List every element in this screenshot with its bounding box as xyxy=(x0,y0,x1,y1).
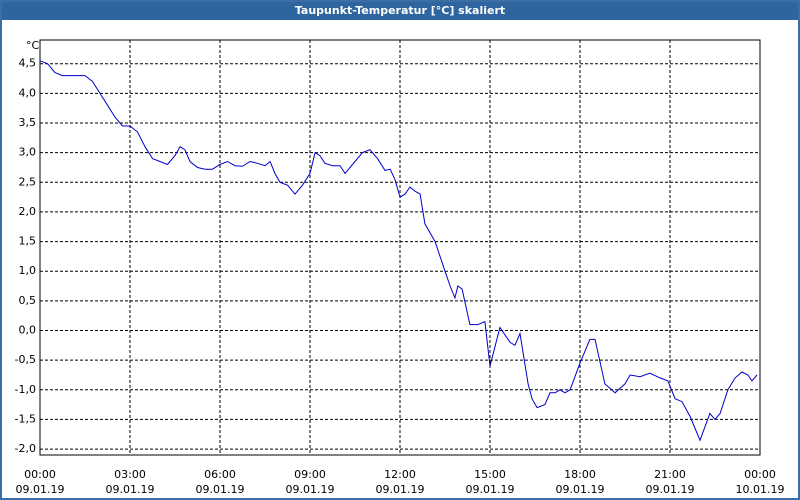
data-line xyxy=(39,60,758,442)
y-tick-label: 4,5 xyxy=(19,57,37,70)
y-tick-label: 0,5 xyxy=(19,294,37,307)
x-tick-label: 03:00 xyxy=(114,468,146,481)
y-tick-label: 2,5 xyxy=(19,175,37,188)
x-tick-date: 09.01.19 xyxy=(286,483,335,496)
x-tick-date: 09.01.19 xyxy=(556,483,605,496)
x-tick-date: 09.01.19 xyxy=(106,483,155,496)
x-tick-date: 09.01.19 xyxy=(196,483,245,496)
chart-title: Taupunkt-Temperatur [°C] skaliert xyxy=(2,2,798,20)
x-tick-label: 00:00 xyxy=(744,468,776,481)
y-tick-label: -1,0 xyxy=(15,383,36,396)
x-tick-label: 21:00 xyxy=(654,468,686,481)
y-tick-label: 4,0 xyxy=(19,86,37,99)
y-tick-label: 3,0 xyxy=(19,146,37,159)
x-tick-date: 10.01.19 xyxy=(736,483,785,496)
y-tick-label: 2,0 xyxy=(19,205,37,218)
y-tick-label: 1,0 xyxy=(19,264,37,277)
x-tick-label: 00:00 xyxy=(24,468,56,481)
y-tick-label: -1,5 xyxy=(15,412,36,425)
y-axis-unit: °C xyxy=(26,39,40,52)
plot-frame xyxy=(39,39,761,456)
x-tick-label: 18:00 xyxy=(564,468,596,481)
x-tick-date: 09.01.19 xyxy=(646,483,695,496)
y-tick-label: -0,5 xyxy=(15,353,36,366)
x-tick-label: 06:00 xyxy=(204,468,236,481)
x-tick-date: 09.01.19 xyxy=(16,483,65,496)
x-tick-label: 09:00 xyxy=(294,468,326,481)
y-tick-label: 3,5 xyxy=(19,116,37,129)
x-tick-label: 15:00 xyxy=(474,468,506,481)
x-tick-date: 09.01.19 xyxy=(376,483,425,496)
x-tick-date: 09.01.19 xyxy=(466,483,515,496)
y-tick-label: 1,5 xyxy=(19,235,37,248)
x-tick-label: 12:00 xyxy=(384,468,416,481)
y-tick-label: 0,0 xyxy=(19,324,37,337)
y-tick-label: -2,0 xyxy=(15,442,36,455)
